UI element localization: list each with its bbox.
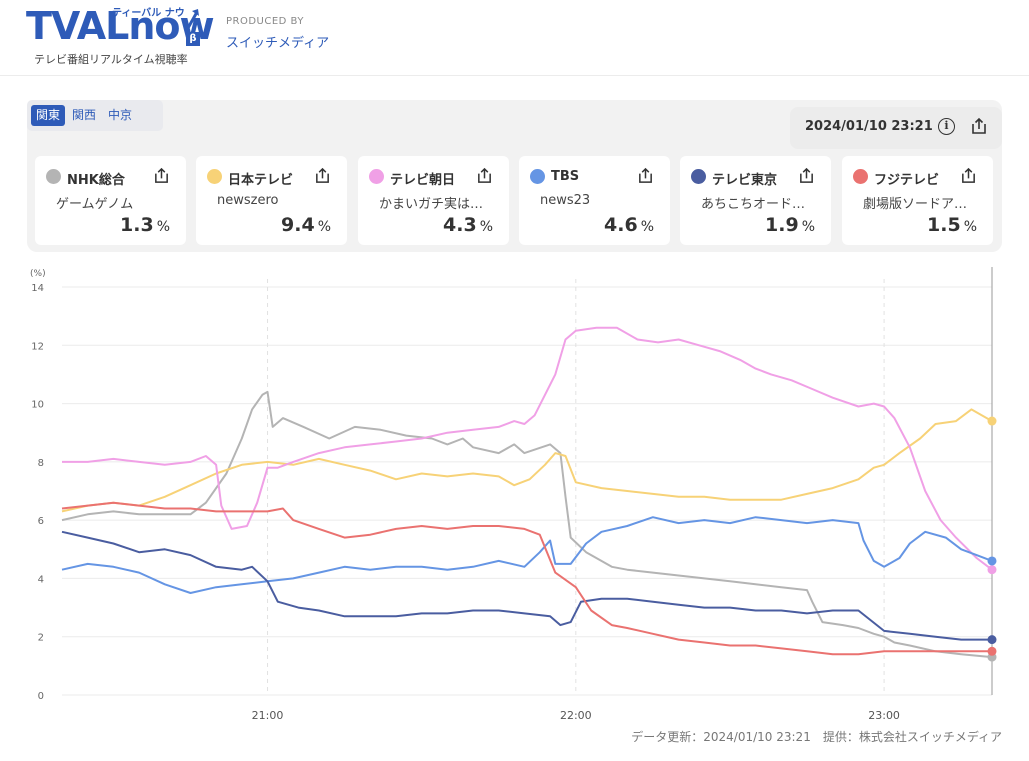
tval-now-logo[interactable]: TVALnow ティーバル ナウ β テレビ番組リアルタイム視聴率: [26, 4, 215, 68]
rating-number: 4.6: [604, 214, 638, 236]
logo-wordmark: TVALnow: [26, 4, 215, 48]
station-color-dot: [207, 169, 222, 184]
rating-unit: %: [156, 219, 170, 235]
x-tick-label: 22:00: [560, 709, 592, 722]
app-header: TVALnow ティーバル ナウ β テレビ番組リアルタイム視聴率 PRODUC…: [0, 0, 1029, 76]
series-end-dot-4: [987, 556, 997, 566]
rating-value: 9.4%: [281, 214, 331, 236]
series-line-6: [61, 501, 992, 656]
station-name: NHK総合: [67, 173, 125, 188]
program-name: news23: [540, 193, 591, 208]
station-color-dot: [530, 169, 545, 184]
series-line-1: [61, 390, 993, 659]
timestamp: 2024/01/10 23:21: [805, 119, 933, 134]
share-icon[interactable]: [970, 117, 988, 135]
x-tick-label: 21:00: [252, 709, 284, 722]
program-name: newszero: [217, 193, 279, 208]
region-tab-chukyo[interactable]: 中京: [108, 108, 133, 122]
station-name: テレビ東京: [712, 173, 778, 188]
y-tick-label: 2: [38, 633, 44, 644]
station-name: TBS: [551, 169, 580, 184]
logo-tval: TVAL: [26, 4, 129, 48]
station-card-tv-tokyo[interactable]: テレビ東京あちこちオード… 1.9%: [680, 156, 831, 245]
y-tick-label: 6: [38, 516, 44, 527]
series-end-dot-5: [987, 635, 997, 645]
series-end-dot-3: [987, 565, 997, 575]
y-tick-label: 14: [31, 283, 44, 294]
station-name: 日本テレビ: [228, 173, 294, 188]
share-icon[interactable]: [476, 167, 493, 184]
y-tick-label: 8: [38, 458, 44, 469]
y-tick-label: 4: [38, 574, 44, 585]
producer-link[interactable]: スイッチメディア: [226, 36, 330, 51]
share-icon[interactable]: [960, 167, 977, 184]
rating-unit: %: [801, 219, 815, 235]
station-card-tv-asahi[interactable]: テレビ朝日かまいガチ実は… 4.3%: [358, 156, 509, 245]
rating-number: 9.4: [281, 214, 315, 236]
y-tick-label: 10: [31, 400, 44, 411]
region-tab-kanto[interactable]: 関東: [31, 105, 66, 126]
station-color-dot: [691, 169, 706, 184]
station-name: フジテレビ: [874, 173, 940, 188]
share-icon[interactable]: [153, 167, 170, 184]
region-tab-kansai[interactable]: 関西: [72, 108, 97, 122]
station-color-dot: [369, 169, 384, 184]
station-card-nhk[interactable]: NHK総合ゲームゲノム 1.3%: [35, 156, 186, 245]
rating-value: 1.3%: [120, 214, 170, 236]
produced-by-label: PRODUCED BY: [226, 16, 304, 27]
x-tick-label: 23:00: [868, 709, 900, 722]
rating-number: 1.3: [120, 214, 154, 236]
series-end-dot-6: [987, 646, 997, 656]
rating-value: 1.9%: [765, 214, 815, 236]
program-name: あちこちオード…: [701, 197, 806, 212]
rating-unit: %: [963, 219, 977, 235]
ratings-chart: 0 2 4 6 8 10 12 14 (%) 21:00 22:00 23:00: [30, 267, 997, 722]
footer-credit: データ更新：2024/01/10 23:21 提供：株式会社スイッチメディア: [631, 730, 1002, 744]
rating-unit: %: [479, 219, 493, 235]
rating-number: 1.5: [927, 214, 961, 236]
station-name: テレビ朝日: [390, 173, 456, 188]
rating-value: 4.6%: [604, 214, 654, 236]
station-card-ntv[interactable]: 日本テレビ newszero 9.4%: [196, 156, 347, 245]
station-color-dot: [853, 169, 868, 184]
y-tick-label: 0: [38, 691, 44, 702]
rating-unit: %: [317, 219, 331, 235]
timestamp-box: 2024/01/10 23:21 i: [790, 107, 1002, 149]
logo-subtitle: テレビ番組リアルタイム視聴率: [34, 53, 188, 66]
y-tick-label: 12: [31, 341, 44, 352]
region-tabs: 関東 関西 中京: [27, 100, 163, 131]
series-line-4: [61, 516, 993, 594]
station-color-dot: [46, 169, 61, 184]
logo-ruby: ティーバル ナウ: [112, 8, 185, 19]
share-icon[interactable]: [798, 167, 815, 184]
series-line-5: [61, 530, 992, 641]
program-name: 劇場版ソードア…: [863, 197, 968, 212]
share-icon[interactable]: [314, 167, 331, 184]
program-name: ゲームゲノム: [56, 197, 134, 212]
program-name: かまいガチ実は…: [379, 197, 484, 212]
rating-value: 1.5%: [927, 214, 977, 236]
info-icon[interactable]: i: [938, 118, 955, 135]
logo-arrow-icon: [186, 9, 199, 29]
rating-unit: %: [640, 219, 654, 235]
rating-value: 4.3%: [443, 214, 493, 236]
series-end-dot-2: [987, 416, 997, 426]
share-icon[interactable]: [637, 167, 654, 184]
logo-beta-badge: β: [186, 32, 200, 46]
logo-now: now: [128, 4, 214, 48]
series-line-3: [62, 326, 993, 571]
rating-number: 4.3: [443, 214, 477, 236]
station-card-fuji[interactable]: フジテレビ劇場版ソードア… 1.5%: [842, 156, 993, 245]
rating-number: 1.9: [765, 214, 799, 236]
station-card-tbs[interactable]: TBS news23 4.6%: [519, 156, 670, 245]
series-line-2: [61, 408, 993, 513]
y-axis-label: (%): [30, 269, 46, 279]
